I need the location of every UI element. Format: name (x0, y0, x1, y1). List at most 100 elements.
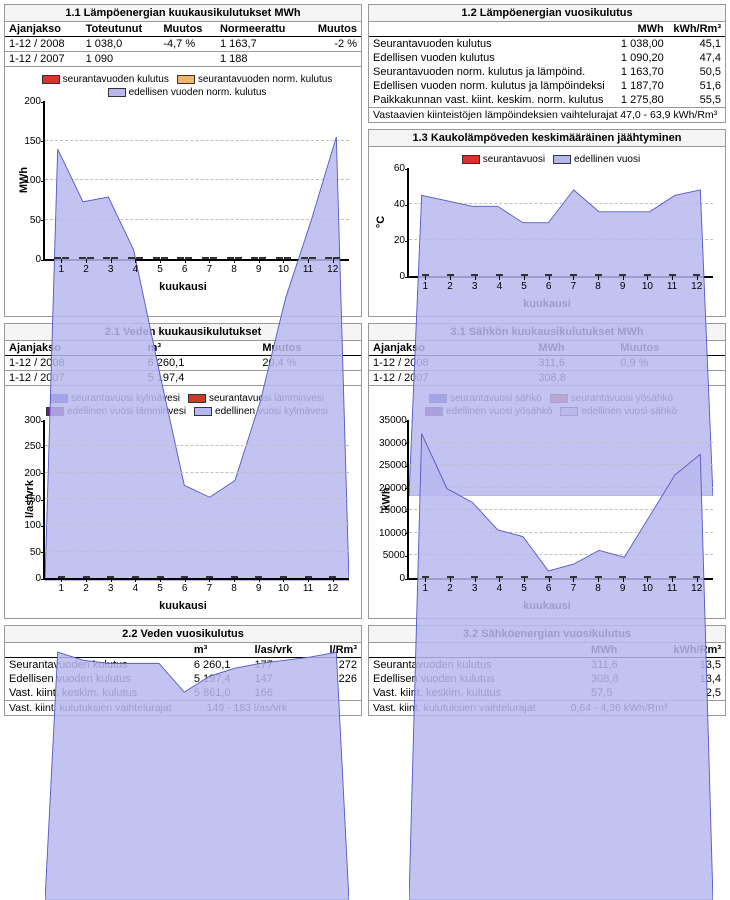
panel-1-3: 1.3 Kaukolämpöveden keskimääräinen jääht… (368, 129, 726, 317)
panel-3-1: 3.1 Sähkön kuukausikulutukset MWh Ajanja… (368, 323, 726, 619)
td: 1 163,7 (216, 37, 304, 52)
td: 308,8 (587, 672, 641, 686)
td: 5 197,4 (190, 672, 251, 686)
panel-title: 2.1 Veden kuukausikulutukset (5, 324, 361, 341)
bar (79, 257, 86, 259)
th: Muutos (616, 341, 725, 356)
td: Seurantavuoden kulutus (369, 658, 575, 673)
bar (58, 576, 65, 578)
td: 6 260,1 (144, 356, 241, 371)
bar (107, 576, 114, 578)
td: Seurantavuoden kulutus (369, 37, 616, 52)
th: Ajanjakso (5, 341, 144, 356)
bar (132, 576, 139, 578)
td (304, 52, 361, 67)
bar (496, 274, 503, 276)
bar (62, 257, 69, 259)
bar-chart-1-3: °C 0204060123456789101112 (407, 168, 713, 278)
td: 50,5 (668, 65, 725, 79)
td: 177 (250, 658, 312, 673)
td (313, 686, 361, 701)
th: Toteutunut (82, 22, 160, 37)
panel-title: 2.2 Veden vuosikulutus (5, 626, 361, 643)
bar-chart-1-1: MWh 050100150200123456789101112 (43, 101, 349, 261)
bar (251, 257, 258, 259)
bar (185, 257, 192, 259)
chart-legend: seurantavuoden kulutusseurantavuoden nor… (7, 71, 359, 101)
annual-table: m³ l/as/vrk l/Rm³ Seurantavuoden kulutus… (5, 643, 361, 701)
td: 311,6 (534, 356, 616, 371)
bar (693, 576, 700, 578)
td: 166 (250, 686, 312, 701)
td: 0,9 % (616, 356, 725, 371)
summary-table: Ajanjakso MWh Muutos 1-12 / 2008311,60,9… (369, 341, 725, 386)
td (258, 371, 361, 386)
footnote: Vast. kiint. kulutuksien vaihtelurajat 1… (5, 701, 361, 715)
td: Edellisen vuoden norm. kulutus ja lämpöi… (369, 79, 616, 93)
td: 1 188 (216, 52, 304, 67)
bar (305, 576, 312, 578)
footnote: Vast. kiint. kulutuksien vaihtelurajat 0… (369, 701, 725, 715)
td: 311,6 (587, 658, 641, 673)
bar (471, 274, 478, 276)
bar (177, 257, 184, 259)
bar (235, 257, 242, 259)
td (516, 371, 534, 386)
bar (325, 257, 332, 259)
bar (595, 274, 602, 276)
td: 272 (313, 658, 361, 673)
bar (157, 576, 164, 578)
bar (521, 274, 528, 276)
th: MWh (587, 643, 641, 658)
td: 51,6 (668, 79, 725, 93)
td: Seurantavuoden norm. kulutus ja lämpöind… (369, 65, 616, 79)
bar (231, 576, 238, 578)
td: 1 187,70 (616, 79, 668, 93)
td (575, 672, 587, 686)
bar (259, 257, 266, 259)
bar (496, 576, 503, 578)
bar (103, 257, 110, 259)
panel-2-1: 2.1 Veden kuukausikulutukset Ajanjakso m… (4, 323, 362, 619)
td: Edellisen vuoden kulutus (369, 51, 616, 65)
td: 57,5 (587, 686, 641, 701)
th: Muutos (159, 22, 216, 37)
th: kWh/Rm³ (668, 22, 725, 37)
bar (202, 257, 209, 259)
td: Seurantavuoden kulutus (5, 658, 190, 673)
chart-legend: seurantavuosi kylmävesiseurantavuosi läm… (7, 390, 359, 420)
bar (329, 576, 336, 578)
th: l/Rm³ (313, 643, 361, 658)
td: 1 163,70 (616, 65, 668, 79)
bar (280, 576, 287, 578)
bar (422, 576, 429, 578)
summary-table: Ajanjakso m³ Muutos 1-12 / 20086 260,120… (5, 341, 361, 386)
bar-chart-2-1: l/as/vrk 0501001502002503001234567891011… (43, 420, 349, 580)
panel-title: 1.1 Lämpöenergian kuukausikulutukset MWh (5, 5, 361, 22)
bar (693, 274, 700, 276)
bar (111, 257, 118, 259)
td: 1-12 / 2007 (5, 52, 82, 67)
td: 45,1 (668, 37, 725, 52)
td: 1 090,20 (616, 51, 668, 65)
panel-title: 1.2 Lämpöenergian vuosikulutus (369, 5, 725, 22)
th (575, 643, 587, 658)
td: Edellisen vuoden kulutus (369, 672, 575, 686)
bar-chart-3-1: kWh 050001000015000200002500030000350001… (407, 420, 713, 580)
th (241, 341, 258, 356)
td: 308,8 (534, 371, 616, 386)
bar (619, 576, 626, 578)
td: 1-12 / 2007 (5, 371, 144, 386)
td: 55,5 (668, 93, 725, 108)
bar (333, 257, 340, 259)
bar (447, 576, 454, 578)
annual-table: MWh kWh/Rm³ Seurantavuoden kulutus311,61… (369, 643, 725, 701)
chart-legend: seurantavuosi sähköseurantavuosi yösähkö… (371, 390, 723, 420)
panel-3-2: 3.2 Sähköenergian vuosikulutus MWh kWh/R… (368, 625, 726, 716)
bar (153, 257, 160, 259)
bar (255, 576, 262, 578)
td (575, 686, 587, 701)
x-axis-label: kuukausi (7, 600, 359, 616)
td: -4,7 % (159, 37, 216, 52)
bar (570, 576, 577, 578)
